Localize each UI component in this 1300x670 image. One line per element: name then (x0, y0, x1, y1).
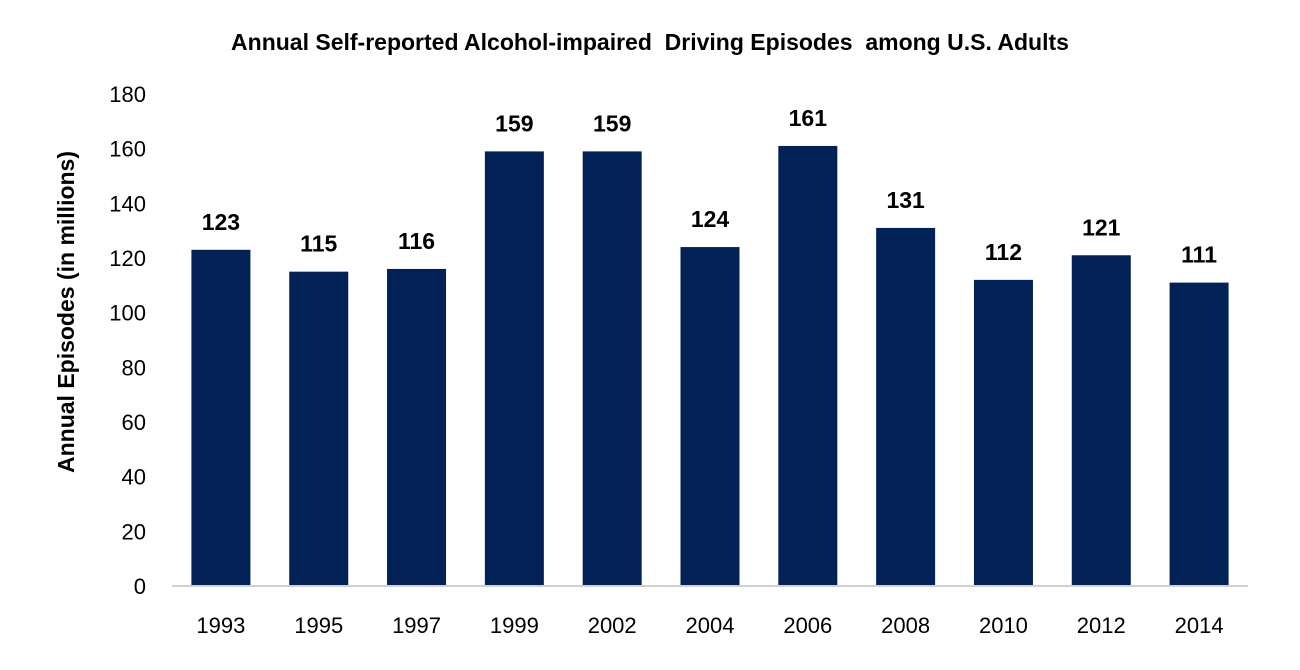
bar-1999 (484, 151, 544, 586)
x-tick-label: 2012 (1077, 613, 1126, 638)
x-tick-label: 2006 (783, 613, 832, 638)
x-tick-label: 2008 (881, 613, 930, 638)
y-axis-label: Annual Episodes (in millions) (53, 151, 79, 473)
x-tick-label: 2004 (686, 613, 735, 638)
y-tick-label: 80 (122, 355, 146, 380)
data-label: 159 (593, 110, 631, 136)
x-tick-label: 2010 (979, 613, 1028, 638)
y-tick-label: 20 (122, 519, 146, 544)
data-label: 124 (691, 206, 730, 232)
y-tick-label: 40 (122, 465, 146, 490)
bar-1995 (289, 271, 349, 586)
bar-2008 (876, 227, 936, 586)
data-label: 161 (789, 105, 828, 131)
bar-1993 (191, 249, 251, 587)
y-tick-label: 160 (109, 137, 146, 162)
y-tick-label: 100 (109, 301, 146, 326)
y-tick-label: 0 (134, 574, 146, 599)
bar-2006 (778, 145, 838, 586)
data-label: 131 (886, 187, 925, 213)
x-tick-label: 1993 (196, 613, 245, 638)
y-tick-label: 60 (122, 410, 146, 435)
data-label: 159 (495, 110, 533, 136)
data-label: 123 (202, 209, 240, 235)
data-label: 111 (1181, 242, 1217, 268)
x-tick-label: 2014 (1175, 613, 1224, 638)
bar-2010 (973, 279, 1033, 586)
data-label: 115 (300, 231, 337, 257)
bar-2012 (1071, 255, 1131, 586)
bar-2014 (1169, 282, 1229, 586)
data-label: 121 (1082, 214, 1121, 240)
data-label: 116 (398, 228, 435, 254)
x-tick-label: 2002 (588, 613, 637, 638)
bar-2002 (582, 151, 642, 586)
x-tick-label: 1997 (392, 613, 441, 638)
chart-title: Annual Self-reported Alcohol-impaired Dr… (231, 29, 1069, 55)
x-tick-label: 1995 (294, 613, 343, 638)
y-tick-label: 120 (109, 246, 146, 271)
x-tick-label: 1999 (490, 613, 539, 638)
y-tick-label: 180 (109, 82, 146, 107)
y-tick-label: 140 (109, 191, 146, 216)
bar-1997 (387, 268, 447, 586)
bar-2004 (680, 247, 740, 587)
data-label: 112 (985, 239, 1022, 265)
